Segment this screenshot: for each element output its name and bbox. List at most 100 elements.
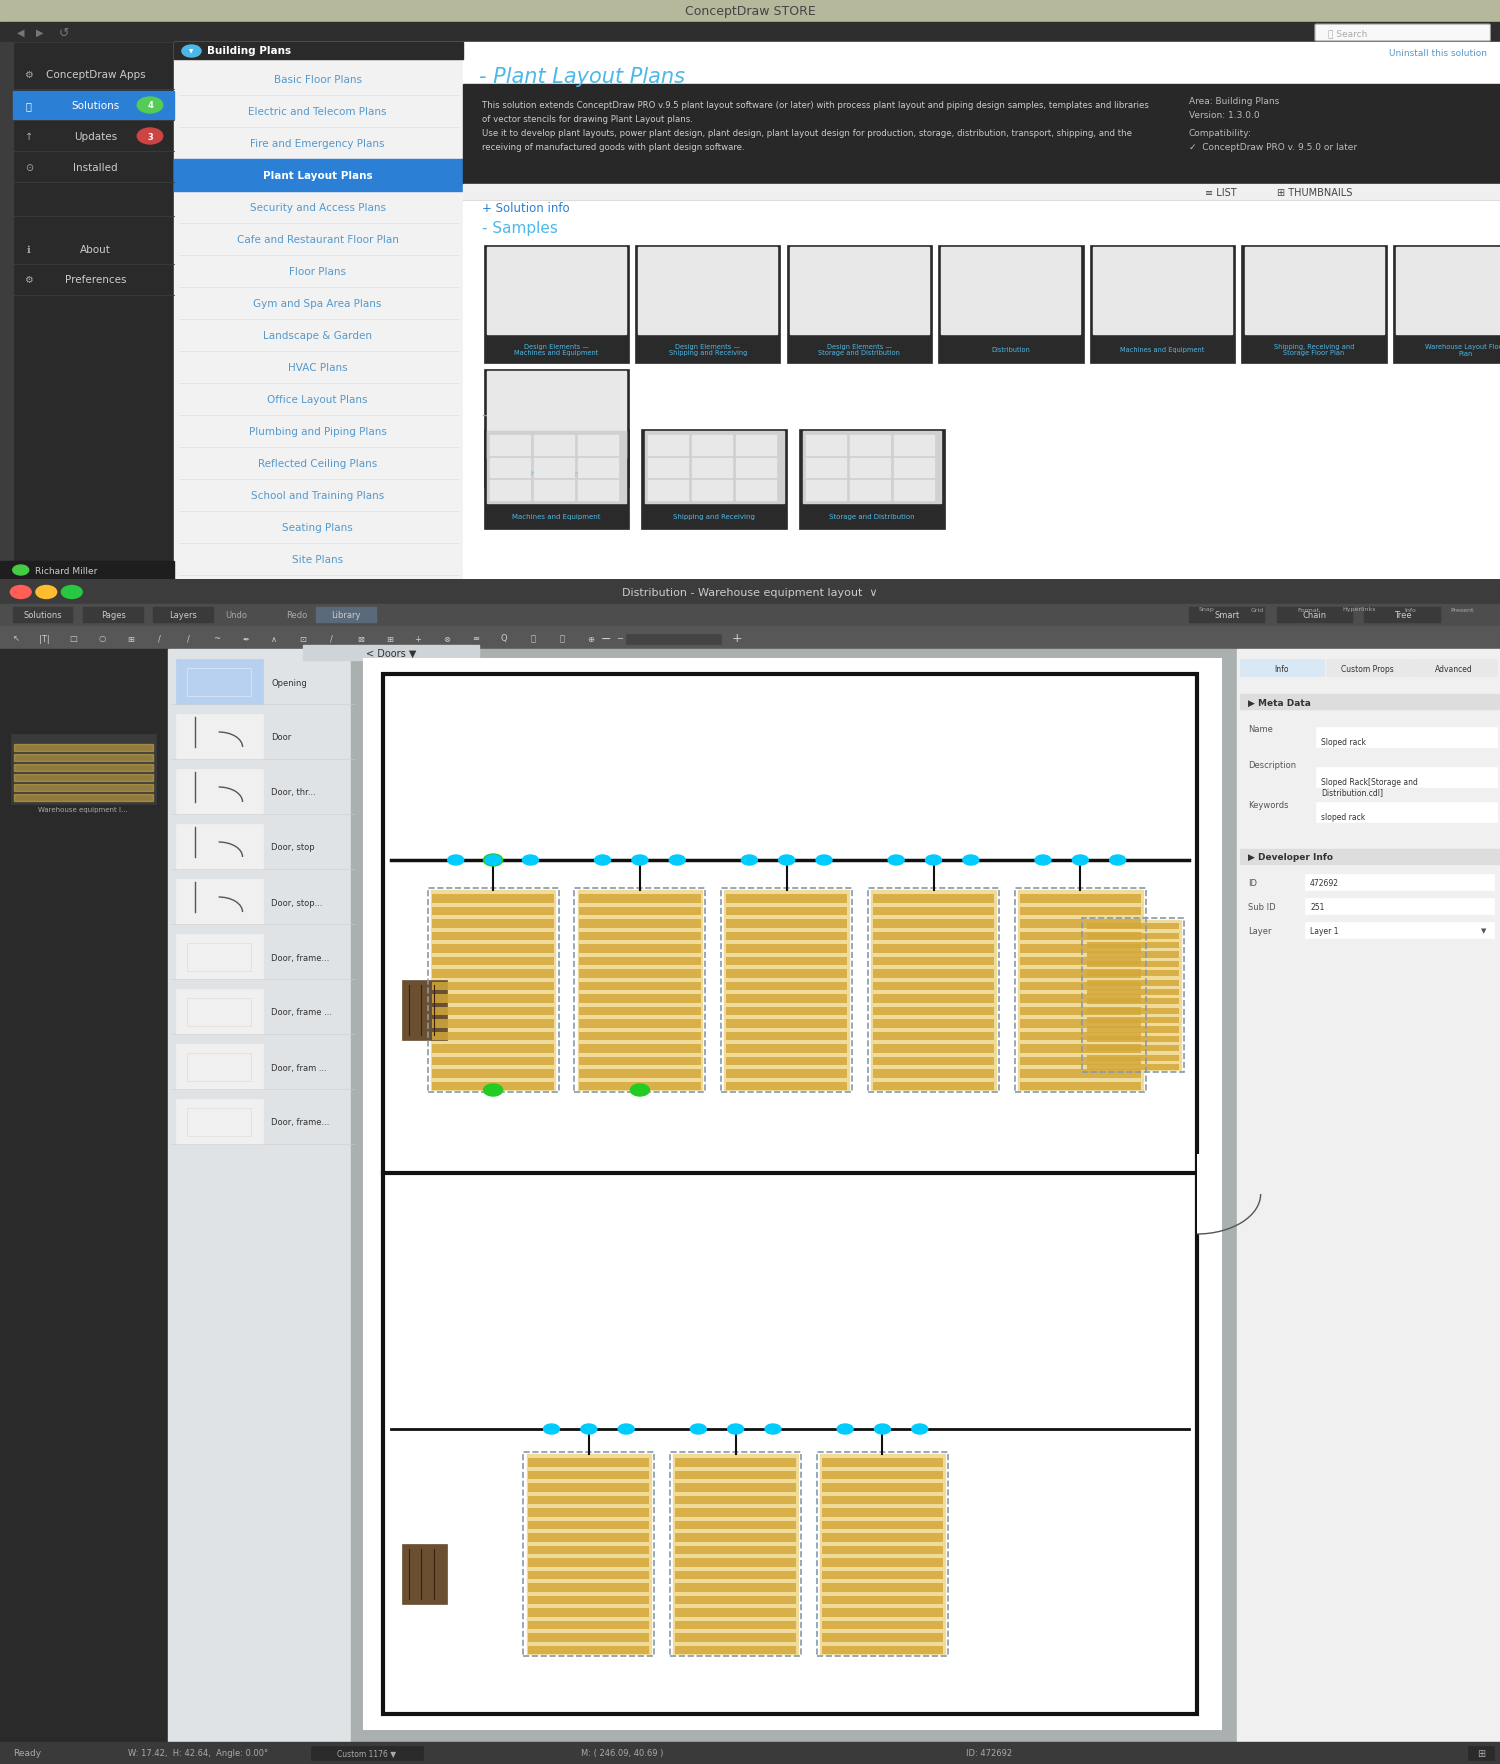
Circle shape [765,1424,782,1434]
Bar [675,1621,796,1630]
Text: Uninstall this solution: Uninstall this solution [1389,49,1486,58]
Bar [528,1496,650,1505]
Bar [634,245,780,363]
Text: ▶: ▶ [36,28,44,39]
Text: Installed: Installed [74,162,118,173]
Bar [579,1069,700,1078]
Bar [873,1057,994,1065]
Bar [942,249,1080,335]
Bar [0,580,1500,605]
Bar [1090,245,1234,363]
Text: ▼: ▼ [1482,928,1486,933]
Bar [0,605,1500,626]
Text: Fire and Emergency Plans: Fire and Emergency Plans [251,139,386,148]
Bar [528,1572,650,1579]
Circle shape [816,856,833,866]
Text: ConceptDraw Apps: ConceptDraw Apps [46,71,146,79]
Bar [1086,1007,1179,1014]
Text: Preferences: Preferences [64,275,126,284]
Bar [186,1053,250,1081]
Bar [726,1007,848,1016]
Bar [642,430,786,529]
Text: −: − [615,633,622,644]
Bar [1086,942,1179,949]
Circle shape [1072,856,1089,866]
Circle shape [963,856,980,866]
Bar [579,946,700,953]
Bar [1020,1007,1142,1016]
Bar [15,764,153,771]
Bar [168,649,358,1743]
Bar [528,1484,650,1492]
Bar [726,995,848,1004]
Text: Undo: Undo [225,610,248,621]
Bar [432,1044,554,1053]
Text: Grid: Grid [1251,607,1264,612]
Text: ⊡: ⊡ [300,633,306,644]
Bar [1016,889,1146,1092]
Bar [174,42,464,580]
Bar [364,660,1221,1729]
Bar [1020,983,1142,990]
Circle shape [778,856,795,866]
Bar [822,1471,944,1480]
Bar [1020,1032,1142,1041]
Bar [1412,660,1497,677]
Text: Warehouse Layout Floor
Plan: Warehouse Layout Floor Plan [1425,344,1500,356]
Bar [800,430,945,529]
Bar [432,995,554,1004]
Bar [0,649,168,1743]
Bar [726,1044,848,1053]
Bar [579,894,700,903]
Bar [806,482,847,501]
Circle shape [522,856,538,866]
Text: Machines and Equipment: Machines and Equipment [512,515,600,520]
Bar [579,958,700,965]
Bar [645,432,783,505]
Bar [873,1069,994,1078]
Bar [528,1633,650,1642]
Bar [528,1621,650,1630]
Bar [0,561,174,580]
Bar [186,1108,250,1136]
Bar [1240,850,1500,864]
Text: ↺: ↺ [58,26,69,39]
Bar [1197,1154,1214,1235]
Bar [0,626,1500,649]
Bar [578,891,702,1090]
Bar [894,459,934,480]
Bar [1086,970,1179,977]
Text: ○: ○ [99,633,106,644]
Text: Redo: Redo [286,610,308,621]
Text: Ready: Ready [13,1748,40,1757]
Bar [490,459,531,480]
Text: ▼: ▼ [189,49,194,55]
Bar [15,794,153,801]
Text: ⚙: ⚙ [24,275,33,284]
Circle shape [912,1424,928,1434]
Text: Machines and Equipment: Machines and Equipment [1120,348,1204,353]
Bar [722,889,852,1092]
Bar [486,249,626,335]
Bar [675,1558,796,1566]
Bar [726,894,848,903]
Text: Distribution - Warehouse equipment layout  ∨: Distribution - Warehouse equipment layou… [622,587,878,598]
Bar [1276,607,1353,624]
Bar [726,1032,848,1041]
Text: ✒: ✒ [242,633,249,644]
Bar [1086,1046,1179,1051]
Bar [310,1746,423,1760]
Bar [82,607,144,624]
Bar [176,1099,264,1145]
Text: Opening: Opening [272,677,308,688]
Bar [534,436,574,457]
Bar [822,1572,944,1579]
Text: of vector stencils for drawing Plant Layout plans.: of vector stencils for drawing Plant Lay… [482,115,693,123]
Text: Layer 1: Layer 1 [1310,926,1338,935]
Bar [1020,919,1142,928]
Bar [1086,924,1179,930]
Bar [464,185,1500,199]
Bar [1245,249,1383,335]
Text: Info: Info [1274,663,1288,674]
Bar [726,970,848,977]
